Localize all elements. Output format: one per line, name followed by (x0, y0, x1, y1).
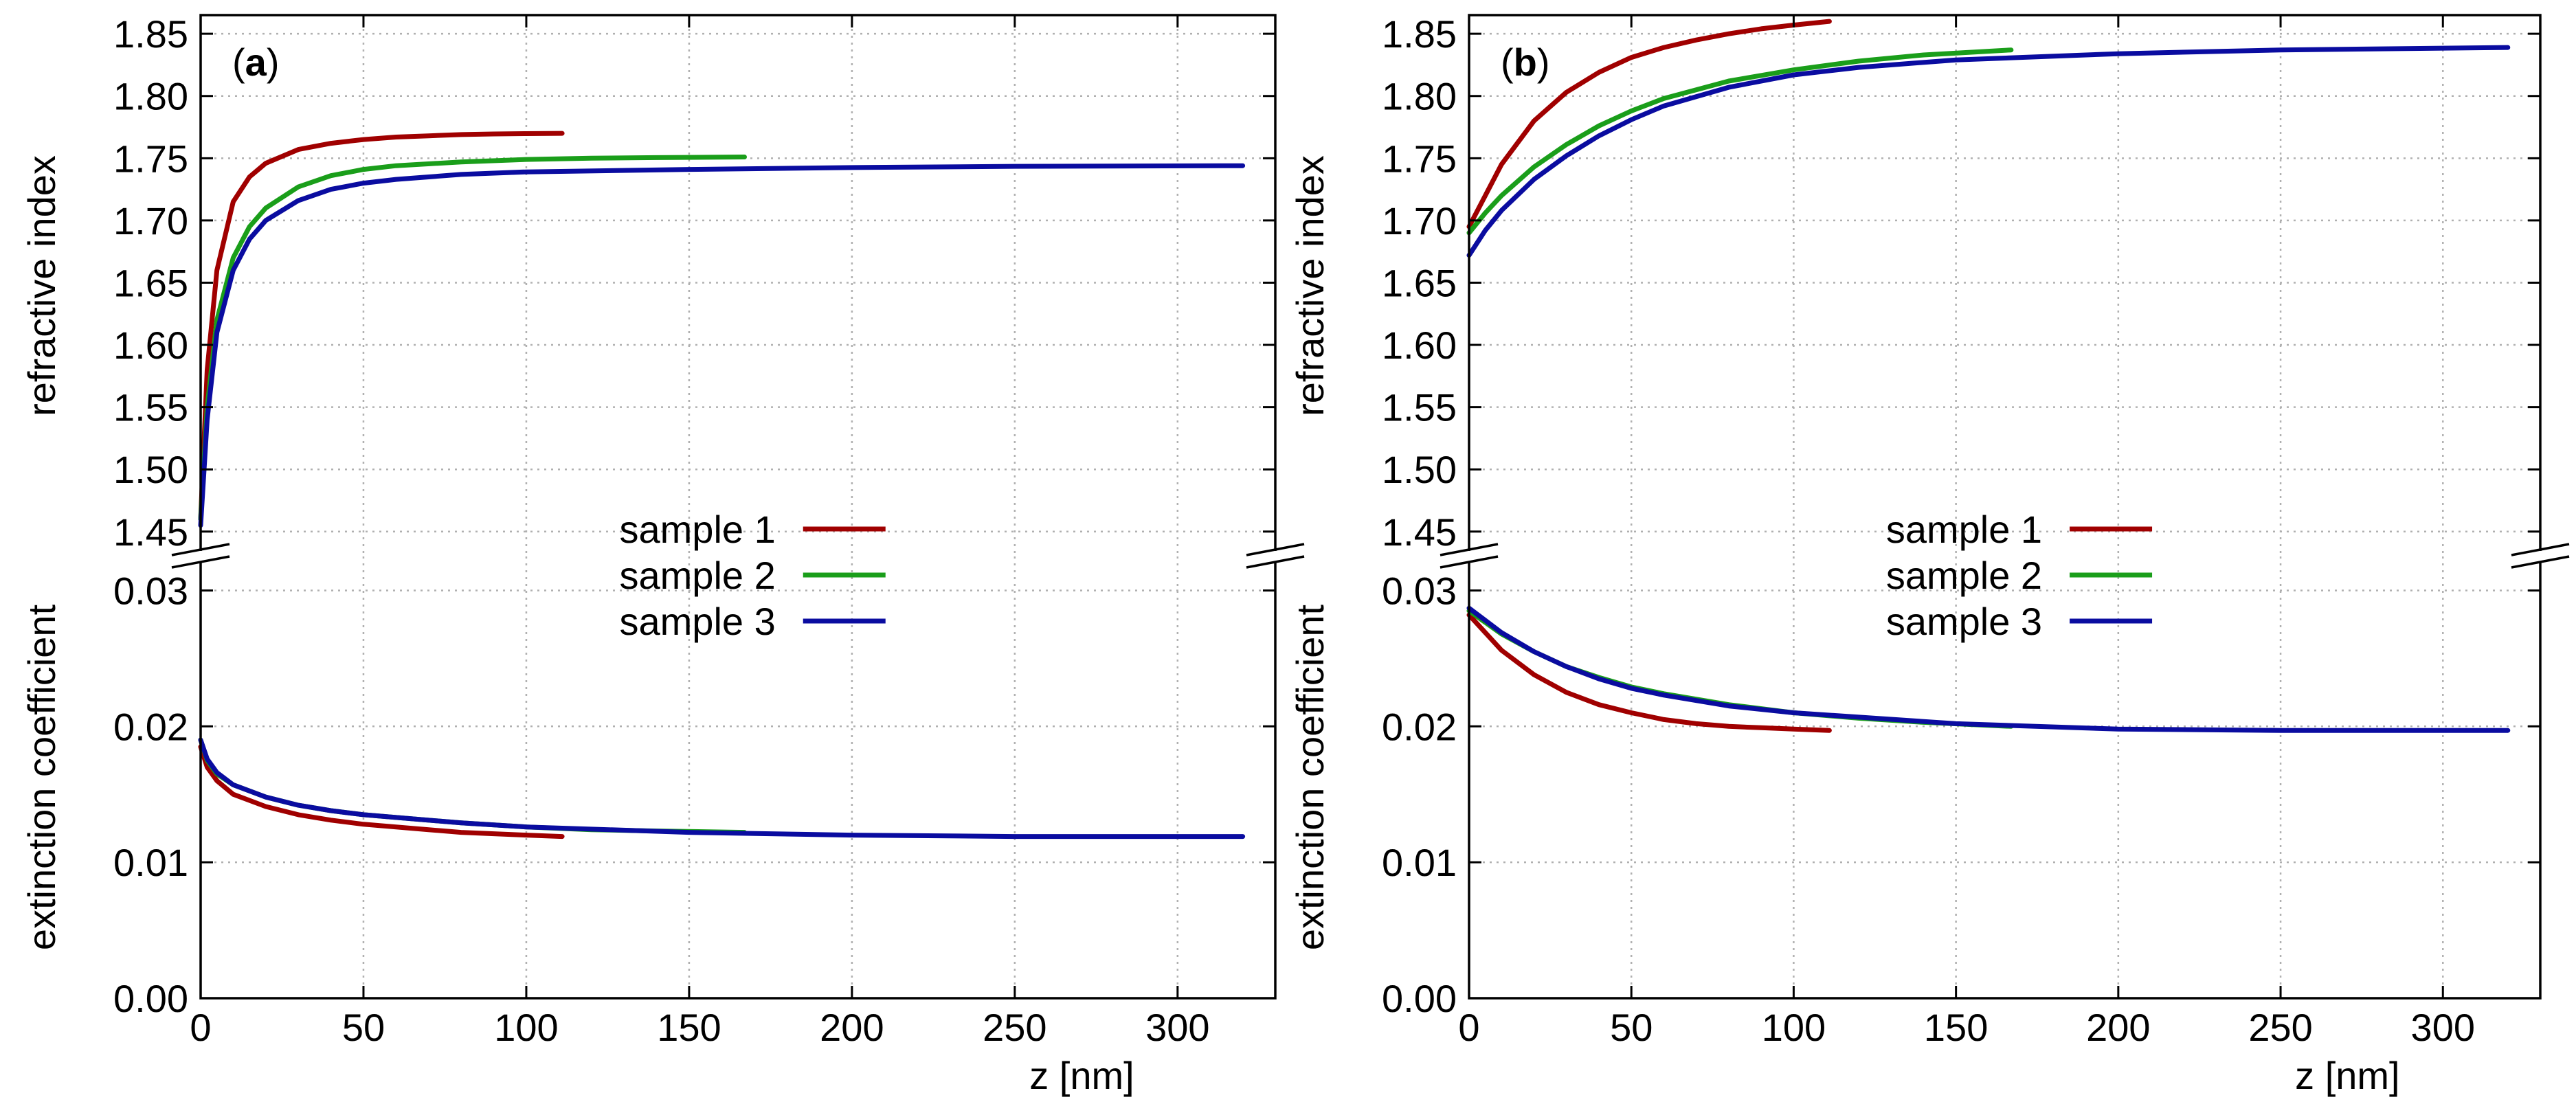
lower-series-1-line (198, 744, 565, 840)
x-tick-label: 50 (1610, 1006, 1653, 1049)
upper-y-tick-label: 1.45 (1382, 510, 1457, 554)
lower-y-axis-label: extinction coefficient (1288, 604, 1332, 950)
lower-series-3-line (198, 737, 1246, 840)
x-tick-label: 250 (2248, 1006, 2312, 1049)
x-tick-label: 200 (2086, 1006, 2150, 1049)
x-tick-label: 50 (342, 1006, 385, 1049)
upper-y-tick-label: 1.70 (1382, 199, 1457, 243)
lower-y-tick-label: 0.02 (113, 705, 188, 748)
axis-break-mark (171, 555, 230, 569)
x-tick-label: 100 (1762, 1006, 1826, 1049)
upper-y-tick-label: 1.55 (1382, 386, 1457, 429)
legend-label-1: sample 1 (1886, 508, 2042, 551)
legend-label-3: sample 3 (1886, 600, 2042, 643)
upper-y-tick-label: 1.65 (113, 261, 188, 304)
axis-break-mark (1246, 555, 1305, 569)
lower-y-tick-label: 0.00 (113, 977, 188, 1020)
lower-y-tick-label: 0.02 (1382, 705, 1457, 748)
legend-label-3: sample 3 (620, 600, 776, 643)
lower-y-tick-label: 0.00 (1382, 977, 1457, 1020)
lower-y-axis-label: extinction coefficient (20, 604, 63, 950)
upper-y-tick-label: 1.60 (113, 324, 188, 367)
upper-y-tick-label: 1.80 (1382, 75, 1457, 118)
x-tick-label: 300 (2411, 1006, 2475, 1049)
upper-y-tick-label: 1.50 (113, 448, 188, 491)
lower-y-tick-label: 0.01 (1382, 841, 1457, 884)
upper-y-tick-label: 1.50 (1382, 448, 1457, 491)
upper-series-2-line (198, 155, 747, 522)
upper-y-tick-label: 1.60 (1382, 324, 1457, 367)
axis-break-mark (2511, 555, 2570, 569)
upper-y-axis-label: refractive index (1288, 155, 1332, 416)
upper-y-tick-label: 1.70 (113, 199, 188, 243)
axis-break-mark (1440, 543, 1499, 556)
x-tick-label: 0 (1458, 1006, 1479, 1049)
x-tick-label: 100 (494, 1006, 558, 1049)
lower-series-2-line (198, 737, 747, 835)
axis-break-mark (2511, 543, 2570, 556)
lower-series-1-line (1466, 612, 1832, 733)
axis-break-mark (1246, 543, 1305, 556)
legend-label-2: sample 2 (1886, 554, 2042, 597)
upper-y-tick-label: 1.55 (113, 386, 188, 429)
axis-break-mark (171, 543, 230, 556)
plot-frame (199, 14, 1277, 1000)
upper-series-2-line (1466, 47, 2014, 236)
plot-frame (1468, 14, 2542, 1000)
x-tick-label: 150 (657, 1006, 721, 1049)
upper-series-1-line (198, 131, 565, 522)
x-axis-label: z [nm] (1029, 1054, 1134, 1097)
upper-y-tick-label: 1.85 (1382, 12, 1457, 56)
panel-b: 1.45 1.50 1.55 1.60 1.65 1.70 1.75 1.80 1.85 0.00… (1288, 12, 2570, 1097)
x-tick-label: 200 (820, 1006, 884, 1049)
upper-y-axis-label: refractive index (20, 155, 63, 416)
panel-a: 1.45 1.50 1.55 1.60 1.65 1.70 1.75 1.80 1.85 0.00… (20, 12, 1305, 1097)
lower-y-tick-label: 0.03 (113, 569, 188, 612)
lower-series-3-line (1466, 605, 2511, 733)
lower-y-tick-label: 0.03 (1382, 569, 1457, 612)
upper-y-tick-label: 1.45 (113, 510, 188, 554)
upper-y-tick-label: 1.65 (1382, 261, 1457, 304)
x-tick-label: 250 (983, 1006, 1046, 1049)
legend-label-2: sample 2 (620, 554, 776, 597)
x-tick-label: 0 (190, 1006, 211, 1049)
lower-y-tick-label: 0.01 (113, 841, 188, 884)
x-tick-label: 300 (1145, 1006, 1209, 1049)
x-axis-label: z [nm] (2295, 1054, 2399, 1097)
x-tick-label: 150 (1924, 1006, 1988, 1049)
legend-label-1: sample 1 (620, 508, 776, 551)
upper-y-tick-label: 1.75 (1382, 137, 1457, 180)
upper-y-tick-label: 1.75 (113, 137, 188, 180)
upper-series-3-line (1466, 45, 2511, 258)
upper-series-3-line (198, 163, 1246, 528)
upper-series-1-line (1466, 19, 1832, 229)
axis-break-mark (1440, 555, 1499, 569)
upper-y-tick-label: 1.80 (113, 75, 188, 118)
panel-label: (b) (1501, 41, 1550, 84)
panel-label: (a) (232, 41, 279, 84)
upper-y-tick-label: 1.85 (113, 12, 188, 56)
